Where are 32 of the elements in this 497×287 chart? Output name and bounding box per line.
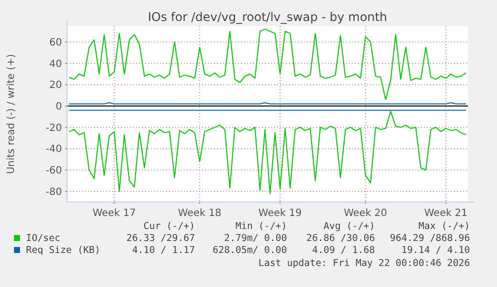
legend-label: IO/sec: [26, 233, 60, 244]
text: 26.33 /29.67: [126, 233, 195, 244]
text: Last update: Fri May 22 00:00:46 2026: [258, 258, 470, 269]
line-series: [68, 110, 466, 194]
x-tick-label: Week 19: [258, 208, 302, 219]
text: Max (-/+): [418, 221, 470, 232]
chart-title: IOs for /dev/vg_root/lv_swap - by month: [148, 10, 388, 24]
x-tick-label: Week 21: [424, 208, 468, 219]
x-tick-label: Week 18: [178, 208, 222, 219]
text: 4.10 / 1.17: [132, 245, 195, 256]
y-tick-label: -20: [46, 122, 62, 134]
y-tick-label: 0: [56, 102, 62, 112]
text: 26.86 /30.06: [306, 233, 376, 244]
text: Avg (-/+): [324, 221, 375, 232]
y-tick-label: -40: [46, 144, 62, 156]
text: 2.79m/ 0.00: [224, 233, 288, 244]
y-tick-label: 40: [49, 58, 62, 70]
text: 4.09 / 1.68: [312, 245, 376, 256]
y-tick-label: -80: [46, 186, 62, 198]
y-tick-label: 60: [49, 38, 62, 48]
text: Min (-/+): [236, 221, 287, 232]
text: 19.14 / 4.10: [401, 245, 470, 256]
text: 964.29 /868.96: [390, 233, 470, 244]
y-axis-title: Units read (-) / write (+): [6, 54, 17, 174]
text: Cur (-/+): [144, 221, 195, 232]
y-tick-label: -60: [46, 166, 62, 176]
x-tick-label: Week 17: [92, 208, 136, 219]
text: 628.05m/ 0.00: [212, 245, 288, 256]
line-series: [68, 28, 466, 100]
legend-label: Req Size (KB): [26, 245, 100, 256]
x-tick-label: Week 20: [344, 208, 388, 219]
y-tick-label: 20: [49, 80, 62, 92]
